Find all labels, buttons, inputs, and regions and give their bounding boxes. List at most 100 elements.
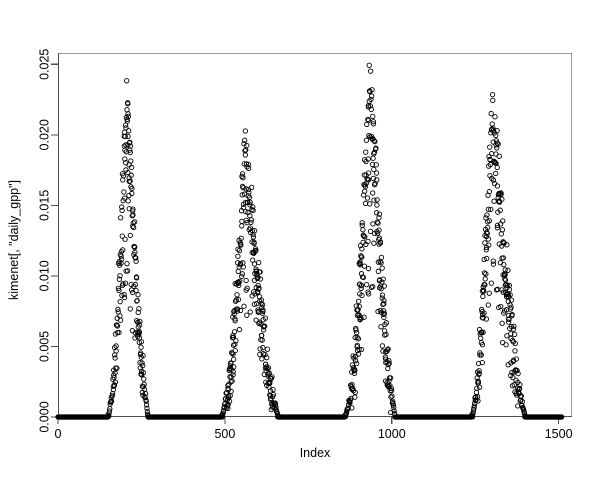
data-point bbox=[352, 394, 358, 400]
data-point bbox=[370, 113, 376, 120]
data-point bbox=[116, 329, 122, 336]
data-point bbox=[248, 217, 254, 223]
data-point bbox=[133, 258, 139, 264]
data-point bbox=[356, 298, 362, 304]
data-point bbox=[481, 310, 487, 316]
data-point bbox=[511, 323, 517, 329]
data-point bbox=[231, 311, 237, 317]
data-point bbox=[234, 308, 240, 314]
data-point bbox=[511, 331, 518, 338]
data-point bbox=[493, 170, 499, 177]
data-point bbox=[113, 343, 119, 349]
data-point bbox=[499, 227, 506, 233]
data-point bbox=[254, 275, 260, 282]
data-point bbox=[485, 224, 491, 231]
data-point bbox=[242, 128, 249, 134]
data-point bbox=[495, 141, 501, 147]
data-point bbox=[232, 318, 238, 324]
data-point bbox=[510, 357, 517, 363]
data-point bbox=[496, 153, 502, 159]
data-point bbox=[240, 185, 246, 191]
x-tick-label: 500 bbox=[214, 427, 235, 441]
data-point bbox=[117, 317, 124, 323]
data-point bbox=[234, 306, 241, 312]
data-point bbox=[275, 412, 281, 418]
data-point bbox=[365, 177, 372, 183]
data-point bbox=[558, 414, 565, 420]
data-point bbox=[231, 356, 237, 363]
data-point bbox=[363, 149, 369, 155]
data-point bbox=[260, 307, 266, 313]
data-point bbox=[113, 348, 119, 354]
data-point bbox=[120, 281, 126, 287]
data-point bbox=[355, 336, 362, 342]
data-point bbox=[129, 190, 135, 197]
data-point bbox=[270, 391, 277, 398]
data-point bbox=[381, 283, 387, 289]
data-point bbox=[371, 166, 377, 173]
data-point bbox=[381, 301, 387, 307]
data-point bbox=[116, 287, 122, 293]
data-point bbox=[228, 361, 234, 367]
data-point bbox=[125, 198, 131, 204]
data-point bbox=[125, 169, 131, 176]
data-point bbox=[388, 385, 394, 391]
data-point bbox=[115, 306, 121, 312]
data-point bbox=[482, 276, 488, 282]
data-point bbox=[522, 412, 528, 419]
data-point bbox=[490, 125, 496, 131]
data-point bbox=[501, 240, 507, 246]
data-point bbox=[484, 212, 490, 218]
data-point bbox=[237, 307, 244, 314]
scatter-points bbox=[55, 62, 565, 420]
data-point bbox=[380, 348, 386, 354]
data-point bbox=[124, 118, 130, 124]
data-point bbox=[375, 308, 381, 315]
data-point bbox=[389, 393, 395, 399]
data-point bbox=[238, 235, 244, 241]
data-point bbox=[359, 254, 365, 260]
data-point bbox=[122, 236, 128, 242]
data-point bbox=[476, 368, 482, 374]
data-point bbox=[268, 406, 274, 413]
data-point bbox=[352, 389, 358, 396]
data-point bbox=[357, 259, 363, 265]
data-point bbox=[356, 303, 362, 310]
data-point bbox=[244, 312, 250, 318]
data-point bbox=[363, 281, 370, 288]
data-point bbox=[242, 137, 248, 143]
data-point bbox=[136, 322, 143, 328]
data-point bbox=[376, 215, 382, 221]
data-point bbox=[106, 408, 113, 414]
x-axis-ticks: 0 500 1000 1500 bbox=[55, 417, 573, 441]
data-point bbox=[231, 364, 237, 370]
data-point bbox=[252, 248, 258, 254]
data-point bbox=[491, 159, 498, 165]
data-point bbox=[250, 204, 256, 210]
data-point bbox=[379, 343, 386, 349]
data-point bbox=[358, 285, 364, 291]
data-point bbox=[480, 329, 486, 335]
data-point bbox=[497, 207, 503, 213]
data-point bbox=[257, 351, 263, 358]
data-point bbox=[130, 224, 137, 231]
data-point bbox=[514, 367, 520, 374]
data-point bbox=[125, 113, 132, 120]
data-point bbox=[366, 132, 372, 139]
data-point bbox=[119, 233, 125, 239]
data-point bbox=[487, 156, 493, 162]
data-point bbox=[388, 387, 395, 394]
data-point bbox=[230, 342, 237, 348]
data-point bbox=[475, 398, 481, 404]
y-tick-label: 0.010 bbox=[37, 260, 51, 291]
data-point bbox=[499, 196, 505, 202]
data-point bbox=[488, 206, 494, 213]
data-point bbox=[357, 316, 363, 322]
data-point bbox=[369, 161, 376, 168]
data-point bbox=[120, 247, 126, 253]
data-point bbox=[362, 200, 369, 206]
data-point bbox=[141, 381, 147, 387]
data-point bbox=[374, 230, 381, 236]
data-point bbox=[510, 374, 516, 381]
